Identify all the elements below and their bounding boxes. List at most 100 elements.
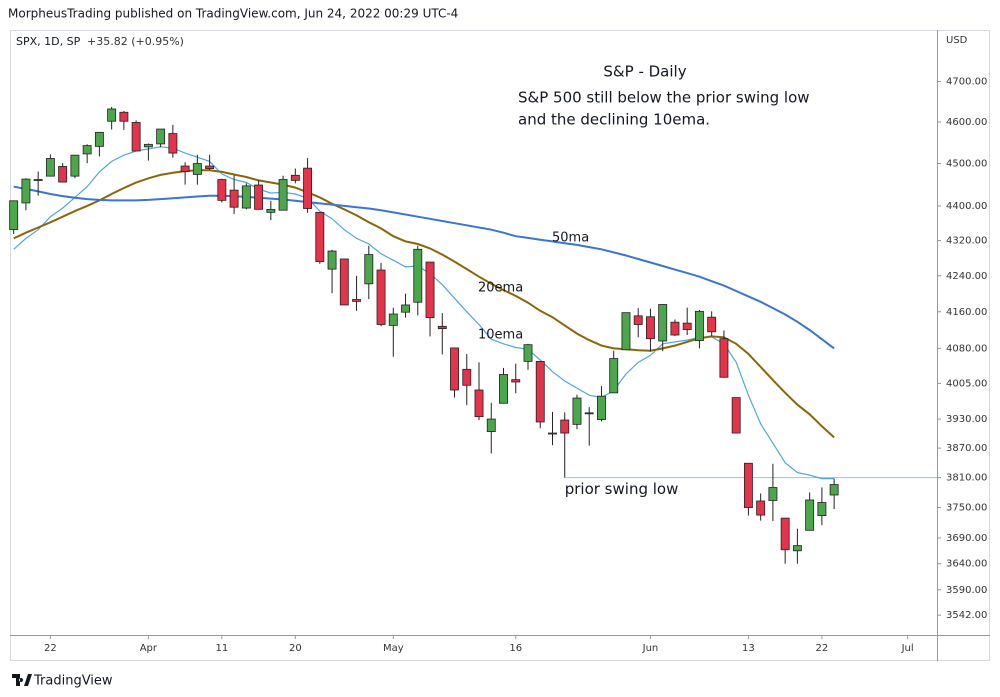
candle-body bbox=[388, 313, 398, 326]
y-tick-label: 4080.00 bbox=[946, 343, 987, 354]
candle-body bbox=[303, 167, 313, 209]
x-tick-label: 11 bbox=[215, 643, 228, 654]
annotation: S&P 500 still below the prior swing low bbox=[518, 89, 810, 107]
candle-body bbox=[315, 211, 325, 263]
candle-body bbox=[658, 304, 668, 342]
candle-body bbox=[119, 111, 129, 122]
candle-body bbox=[131, 122, 141, 152]
candle-body bbox=[486, 418, 496, 432]
candle-body bbox=[45, 158, 55, 177]
candle-body bbox=[437, 325, 447, 330]
candle-body bbox=[450, 347, 459, 391]
footer: TradingView bbox=[33, 674, 113, 689]
candle-body bbox=[719, 338, 729, 378]
candle-body bbox=[70, 154, 80, 177]
candle-body bbox=[792, 545, 802, 552]
candle-body bbox=[425, 261, 435, 319]
x-tick-label: Apr bbox=[140, 643, 158, 654]
y-tick-label: 3542.00 bbox=[946, 610, 987, 621]
candle-body bbox=[241, 185, 251, 209]
y-tick-label: 3930.00 bbox=[946, 414, 987, 425]
candle-body bbox=[168, 133, 178, 154]
ma-label: 50ma bbox=[552, 231, 589, 246]
candle-body bbox=[646, 316, 655, 340]
candle-body bbox=[229, 189, 239, 208]
header: MorpheusTrading published on TradingView… bbox=[8, 7, 458, 21]
candle-body bbox=[364, 254, 374, 285]
y-tick-label: 4600.00 bbox=[946, 117, 987, 128]
candle-body bbox=[143, 143, 153, 148]
y-tick-label: 4160.00 bbox=[946, 307, 987, 318]
candle-body bbox=[290, 174, 300, 181]
candle-body bbox=[731, 397, 741, 434]
candle-body bbox=[180, 165, 190, 172]
candle-body bbox=[817, 502, 827, 516]
candle-body bbox=[9, 200, 19, 231]
candle-body bbox=[192, 163, 202, 175]
y-tick-label: 3750.00 bbox=[946, 503, 987, 514]
x-tick-label: 16 bbox=[509, 643, 522, 654]
candle-body bbox=[756, 500, 766, 516]
candle-body bbox=[670, 321, 680, 336]
y-tick-label: 3810.00 bbox=[946, 473, 987, 484]
candle-body bbox=[401, 304, 410, 313]
legend-change: +35.82 (+0.95%) bbox=[87, 35, 184, 48]
candle-body bbox=[560, 419, 570, 434]
ma-line bbox=[13, 185, 835, 350]
candle-body bbox=[780, 517, 790, 551]
y-tick-label: 3640.00 bbox=[946, 559, 987, 570]
x-tick-label: May bbox=[383, 643, 404, 654]
candle-body bbox=[633, 315, 643, 325]
candle-body bbox=[352, 299, 361, 302]
candle-body bbox=[82, 145, 92, 155]
candle-body bbox=[584, 412, 594, 415]
candle-body bbox=[376, 269, 386, 325]
ma-label: 20ema bbox=[478, 281, 523, 296]
y-tick-label: 3690.00 bbox=[946, 533, 987, 544]
candle-body bbox=[805, 499, 815, 531]
candle-body bbox=[33, 179, 43, 181]
x-tick-label: 22 bbox=[816, 643, 829, 654]
candle-body bbox=[58, 166, 68, 183]
y-tick-label: 3870.00 bbox=[946, 443, 987, 454]
candle-body bbox=[523, 344, 533, 362]
y-tick-label: 4320.00 bbox=[946, 236, 987, 247]
candle-body bbox=[768, 487, 778, 501]
candle-body bbox=[107, 108, 117, 122]
candle-body bbox=[462, 368, 472, 386]
y-tick-label: 4400.00 bbox=[946, 201, 987, 212]
candle-body bbox=[254, 184, 264, 210]
candle-body bbox=[413, 248, 423, 303]
candle-body bbox=[474, 389, 484, 418]
logo: TradingView bbox=[12, 674, 113, 689]
x-tick-label: Jul bbox=[901, 643, 914, 654]
y-tick-label: 4005.00 bbox=[946, 378, 987, 389]
candle-body bbox=[266, 208, 276, 213]
candle-body bbox=[156, 128, 166, 145]
candle-body bbox=[597, 395, 606, 420]
y-tick-label: 4240.00 bbox=[946, 271, 987, 282]
candle-body bbox=[205, 165, 215, 169]
reference-label: prior swing low bbox=[565, 480, 679, 498]
candle-body bbox=[707, 316, 717, 333]
legend-symbol: SPX, 1D, SP bbox=[16, 35, 81, 48]
frame bbox=[10, 30, 990, 661]
candle-body bbox=[217, 179, 227, 201]
candle-body bbox=[535, 360, 545, 423]
candle-body bbox=[327, 250, 337, 270]
x-tick-label: 13 bbox=[742, 643, 755, 654]
candle-body bbox=[682, 322, 692, 330]
candle-body bbox=[339, 258, 349, 306]
candle-body bbox=[621, 312, 631, 351]
candle-body bbox=[499, 374, 508, 404]
candle-body bbox=[278, 179, 288, 211]
candle-body bbox=[511, 379, 521, 383]
candle-body bbox=[548, 432, 557, 435]
candle-body bbox=[829, 484, 839, 496]
chart-title: S&P - Daily bbox=[603, 63, 686, 81]
x-tick-label: Jun bbox=[642, 643, 659, 654]
y-tick-label: 4700.00 bbox=[946, 76, 987, 87]
